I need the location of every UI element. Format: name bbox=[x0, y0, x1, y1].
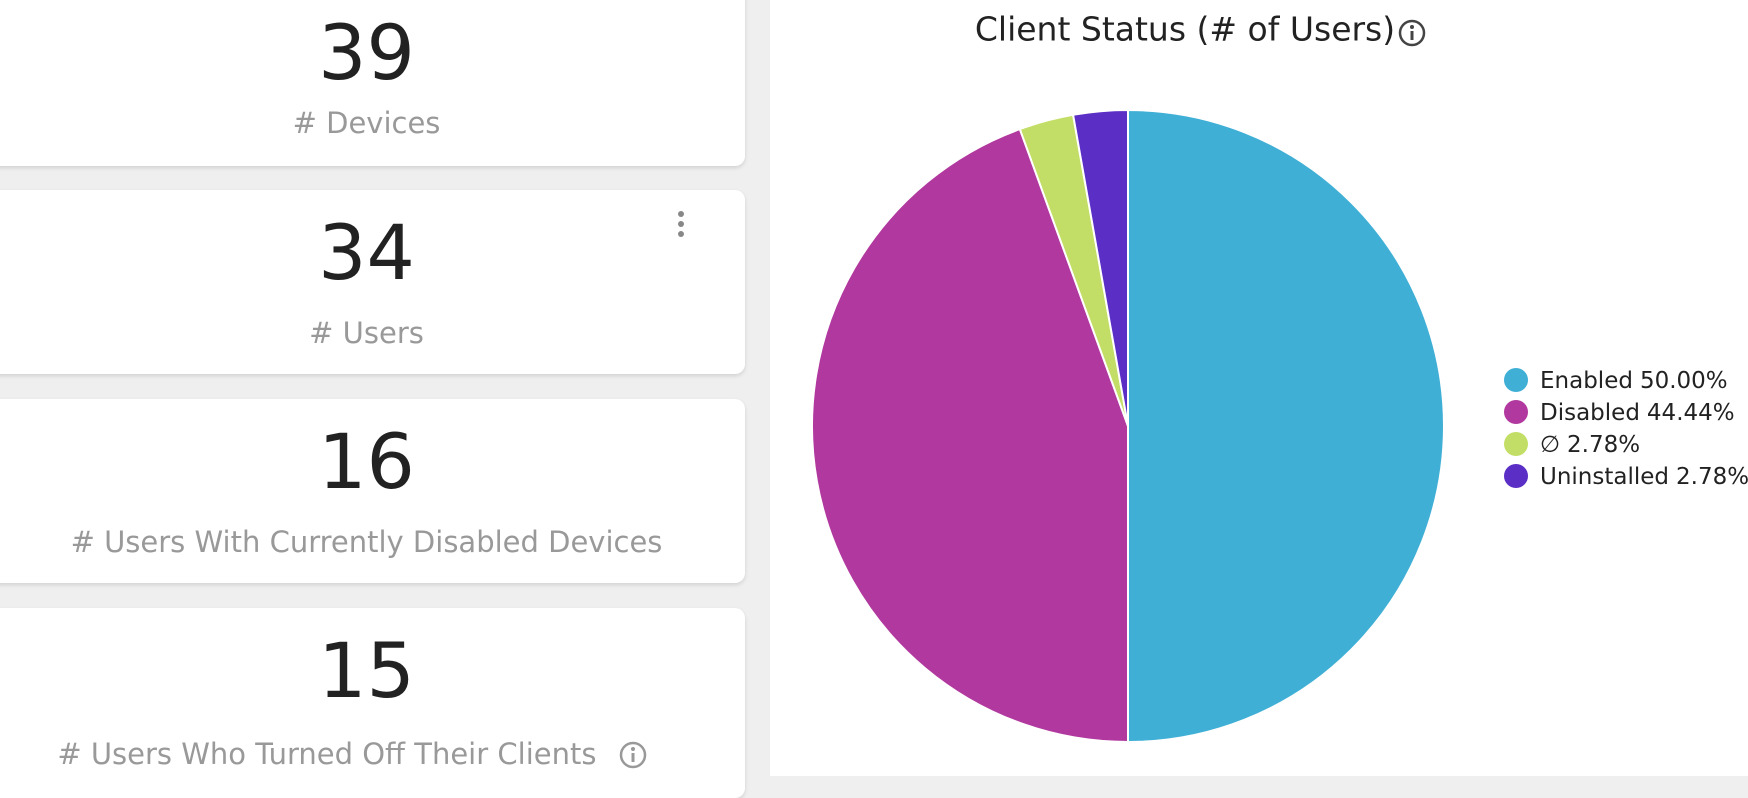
pie-slice bbox=[811, 127, 1129, 744]
stat-label: # Users Who Turned Off Their Clients bbox=[0, 734, 745, 771]
legend-swatch bbox=[1504, 368, 1528, 392]
legend-value: 50.00% bbox=[1640, 368, 1728, 394]
legend-swatch bbox=[1504, 464, 1528, 488]
legend-label: ∅ 2.78% bbox=[1540, 432, 1640, 458]
legend-swatch bbox=[1504, 432, 1528, 456]
stat-label: # Devices bbox=[292, 106, 441, 140]
stat-value: 39 bbox=[318, 8, 415, 97]
stat-label: # Users bbox=[309, 316, 424, 350]
chart-title: Client Status (# of Users) bbox=[975, 10, 1395, 49]
stat-label-text: # Users Who Turned Off Their Clients bbox=[57, 737, 597, 771]
legend-label: Disabled 44.44% bbox=[1540, 400, 1735, 426]
legend-value: 2.78% bbox=[1676, 464, 1748, 490]
stat-value: 34 bbox=[318, 208, 415, 297]
legend-name: ∅ bbox=[1540, 432, 1560, 458]
legend-label: Uninstalled 2.78% bbox=[1540, 464, 1748, 490]
info-icon[interactable] bbox=[618, 740, 648, 770]
pie-slice bbox=[1071, 108, 1129, 427]
info-icon[interactable] bbox=[1398, 19, 1426, 47]
legend-name: Uninstalled bbox=[1540, 464, 1669, 490]
stat-card: 34 # Users bbox=[0, 190, 745, 374]
chart-panel: Client Status (# of Users) Enabled 50.00%… bbox=[770, 0, 1748, 776]
stat-label: # Users With Currently Disabled Devices bbox=[70, 525, 663, 559]
legend-name: Enabled bbox=[1540, 368, 1633, 394]
stat-value: 15 bbox=[318, 626, 415, 715]
legend-label: Enabled 50.00% bbox=[1540, 368, 1728, 394]
pie-slice bbox=[1127, 108, 1445, 744]
chart: Client Status (# of Users) Enabled 50.00%… bbox=[811, 10, 1748, 744]
legend-name: Disabled bbox=[1540, 400, 1640, 426]
legend-value: 2.78% bbox=[1567, 432, 1640, 458]
legend-value: 44.44% bbox=[1647, 400, 1735, 426]
legend-swatch bbox=[1504, 400, 1528, 424]
more-menu[interactable] bbox=[676, 210, 686, 240]
stat-value: 16 bbox=[318, 417, 415, 506]
stat-card: 16 # Users With Currently Disabled Devic… bbox=[0, 399, 745, 583]
stat-card: 39 # Devices bbox=[0, 0, 745, 166]
stat-card: 15 # Users Who Turned Off Their Clients bbox=[0, 608, 745, 798]
